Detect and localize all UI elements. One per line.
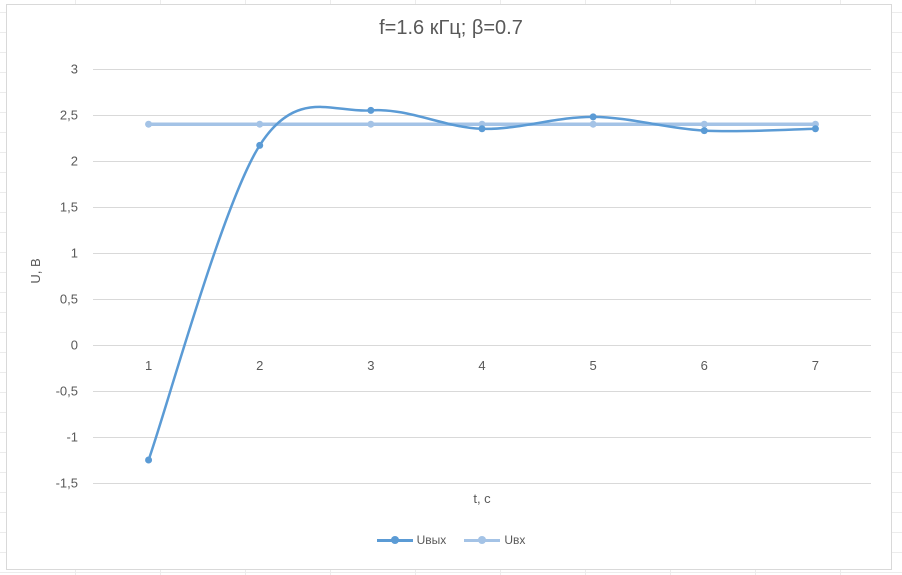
- series-uin-point: [367, 120, 375, 128]
- x-tick-label: 7: [812, 358, 819, 373]
- y-tick-label: 1: [71, 246, 78, 261]
- series-uout-point: [700, 127, 708, 135]
- y-tick-label: 2,5: [60, 108, 78, 123]
- series-uin-point: [589, 120, 597, 128]
- y-tick-label: 0,5: [60, 292, 78, 307]
- chart-title-text: f=1.6 кГц; β=0.7: [379, 17, 523, 39]
- y-tick-label: -0,5: [56, 384, 78, 399]
- legend-swatch-marker: [390, 536, 399, 544]
- series-uin-point: [700, 120, 708, 128]
- y-tick-label: 1,5: [60, 200, 78, 215]
- series-uout-point: [811, 125, 819, 133]
- y-tick-label: 0: [71, 338, 78, 353]
- y-tick-label: 2: [71, 154, 78, 169]
- legend-label: Uвых: [416, 533, 447, 547]
- legend-item: Uвх: [464, 533, 525, 547]
- x-tick-label: 1: [145, 358, 152, 373]
- chart-area[interactable]: [6, 4, 892, 570]
- x-axis-title: t, c: [473, 491, 491, 506]
- x-tick-label: 4: [478, 358, 485, 373]
- legend: Uвых Uвх: [0, 533, 902, 547]
- series-uout-point: [589, 113, 597, 121]
- legend-item: Uвых: [376, 533, 447, 547]
- y-axis-title: U, B: [28, 258, 43, 283]
- legend-label: Uвх: [504, 533, 526, 547]
- legend-swatch: [376, 535, 413, 545]
- y-tick-label: -1: [66, 430, 78, 445]
- x-tick-label: 2: [256, 358, 263, 373]
- series-uout-point: [256, 141, 264, 149]
- legend-swatch: [464, 535, 501, 545]
- y-tick-label: -1,5: [56, 476, 78, 491]
- x-tick-label: 6: [701, 358, 708, 373]
- series-uout-point: [478, 125, 486, 133]
- x-tick-label: 3: [367, 358, 374, 373]
- series-uout-point: [367, 106, 375, 114]
- series-uout-point: [145, 456, 153, 464]
- series-uout-line: [147, 105, 817, 462]
- series-uin-point: [256, 120, 264, 128]
- chart-title: f=1.6 кГц; β=0.7: [0, 17, 902, 40]
- legend-swatch-marker: [478, 536, 487, 544]
- x-tick-label: 5: [590, 358, 597, 373]
- series-uin-point: [145, 120, 153, 128]
- y-tick-label: 3: [71, 62, 78, 77]
